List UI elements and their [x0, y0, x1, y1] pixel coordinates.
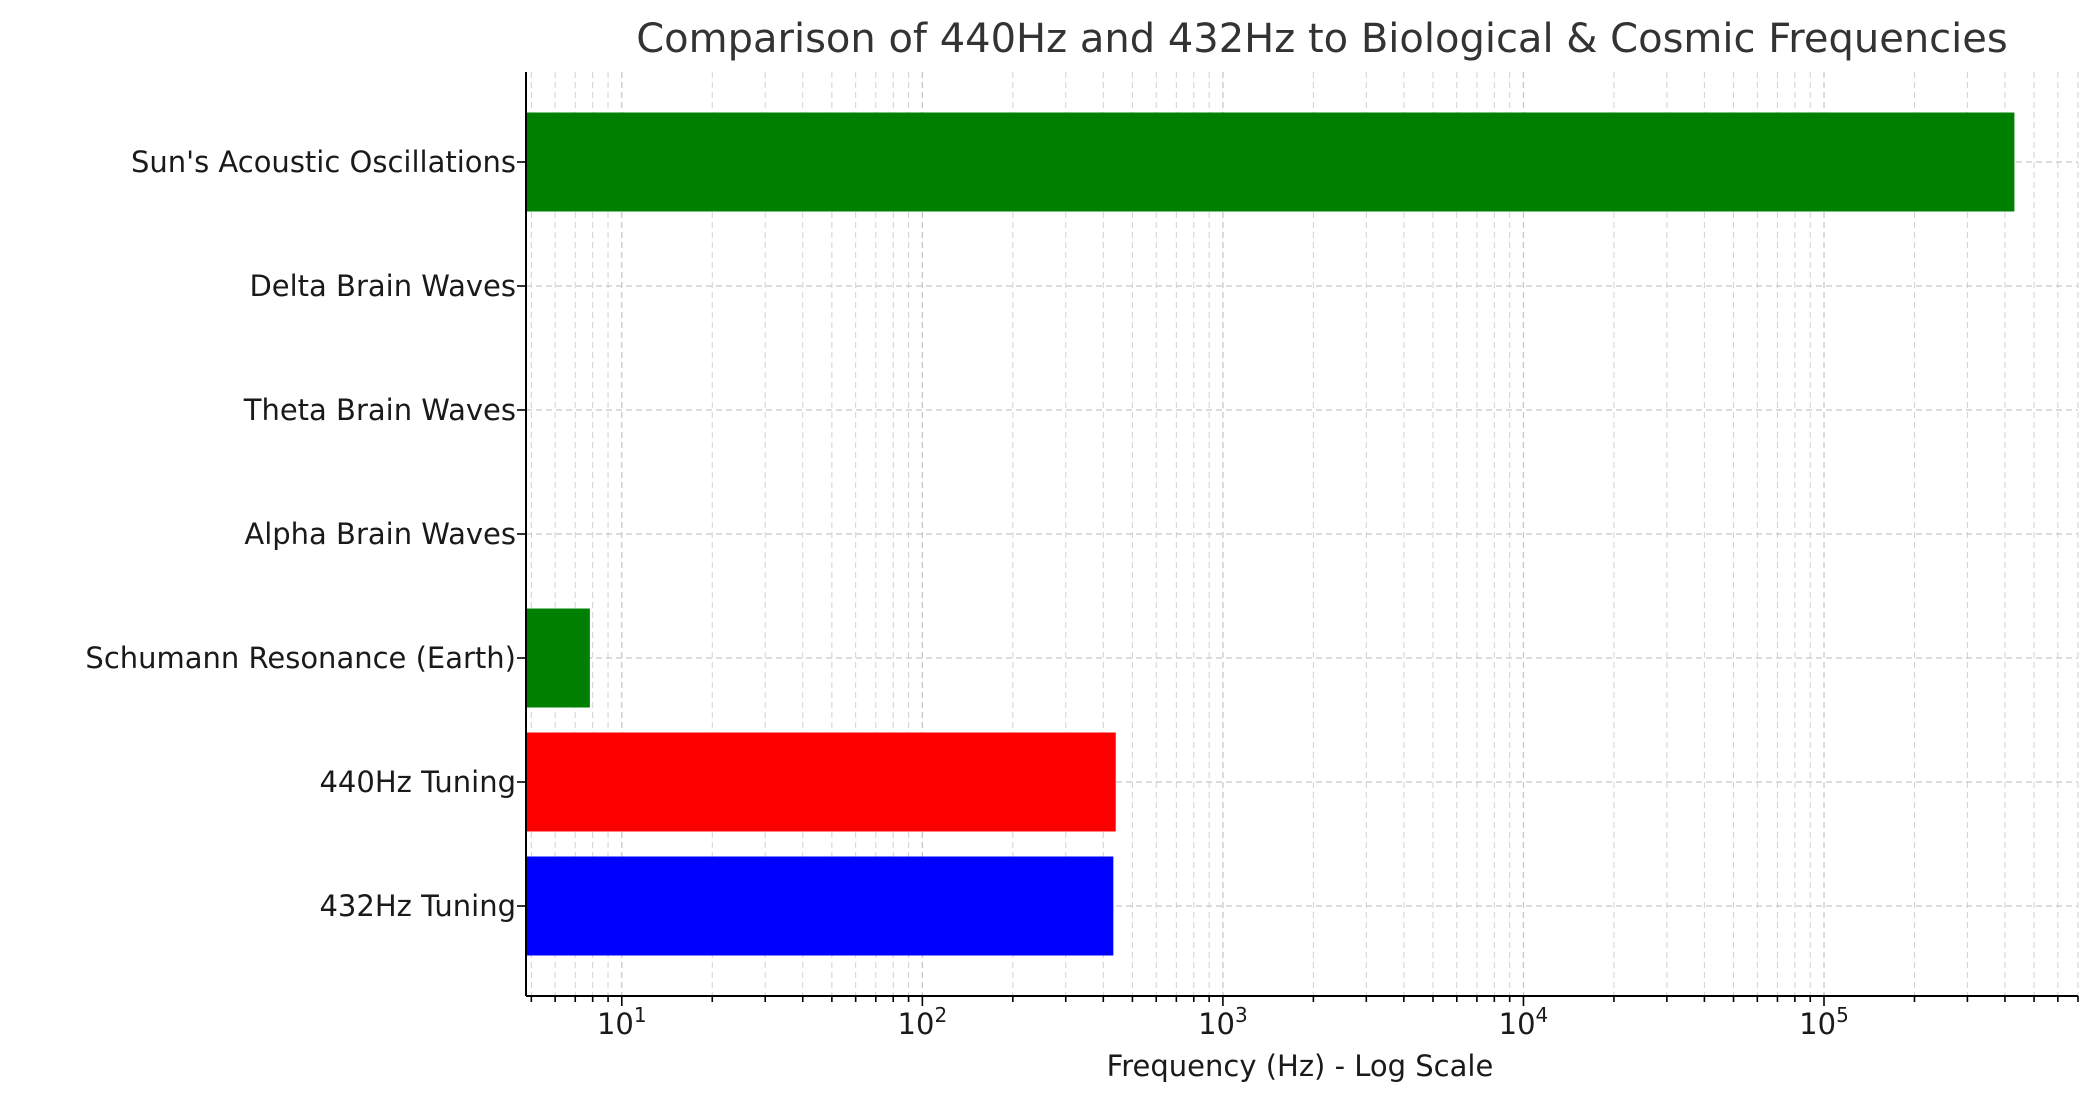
category-label: Theta Brain Waves	[243, 393, 516, 427]
x-tick-label: 104	[1499, 1003, 1549, 1041]
x-axis-label: Frequency (Hz) - Log Scale	[1107, 1049, 1494, 1083]
category-label: Schumann Resonance (Earth)	[85, 641, 516, 675]
x-tick-label: 103	[1198, 1003, 1248, 1041]
axes	[517, 72, 2079, 1006]
bar-432hz-tuning	[526, 856, 1114, 956]
bar-sun-s-acoustic-oscillations	[526, 112, 2015, 212]
category-label: 432Hz Tuning	[319, 889, 516, 923]
category-labels: 432Hz Tuning 440Hz Tuning Schumann Resonan…	[85, 145, 516, 923]
category-label: Delta Brain Waves	[249, 269, 516, 303]
bar-440hz-tuning	[526, 732, 1116, 832]
bars	[526, 112, 2015, 956]
category-label: Alpha Brain Waves	[244, 517, 516, 551]
bar-schumann-resonance-earth	[526, 608, 590, 708]
x-tick-label: 101	[597, 1003, 647, 1041]
x-tick-label: 102	[898, 1003, 948, 1041]
x-tick-label: 105	[1799, 1003, 1849, 1041]
chart-title: Comparison of 440Hz and 432Hz to Biologi…	[636, 16, 2008, 62]
category-label: 440Hz Tuning	[319, 765, 516, 799]
grid	[526, 72, 2079, 996]
category-label: Sun's Acoustic Oscillations	[131, 145, 516, 179]
x-tick-labels: 101 102 103 104 105	[597, 1003, 1849, 1041]
